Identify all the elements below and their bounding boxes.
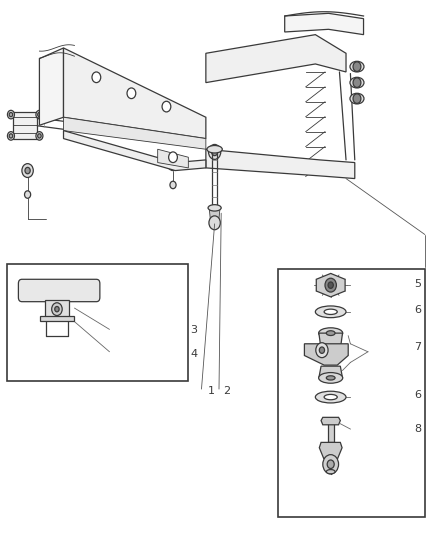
Bar [328, 418, 334, 442]
Circle shape [7, 132, 14, 140]
Polygon shape [64, 131, 206, 171]
Polygon shape [206, 149, 355, 179]
Ellipse shape [350, 61, 364, 72]
Polygon shape [209, 209, 220, 219]
Circle shape [208, 144, 221, 159]
Circle shape [353, 94, 361, 103]
Circle shape [170, 160, 176, 167]
Polygon shape [319, 333, 343, 349]
Text: 6: 6 [414, 305, 421, 315]
Polygon shape [304, 344, 348, 365]
Ellipse shape [315, 391, 346, 403]
Ellipse shape [350, 77, 364, 88]
Circle shape [7, 110, 14, 119]
Circle shape [170, 181, 176, 189]
Circle shape [25, 191, 31, 198]
Polygon shape [319, 366, 343, 378]
Ellipse shape [324, 394, 337, 400]
Polygon shape [316, 273, 345, 297]
Text: 6: 6 [414, 390, 421, 400]
Ellipse shape [207, 146, 222, 153]
Circle shape [328, 282, 333, 288]
Circle shape [55, 306, 59, 312]
Bar [45, 300, 69, 319]
Circle shape [316, 343, 328, 358]
Ellipse shape [350, 93, 364, 104]
Text: 7: 7 [414, 342, 421, 352]
Circle shape [38, 112, 41, 117]
Circle shape [319, 347, 325, 353]
Text: 8: 8 [414, 424, 421, 434]
Circle shape [212, 148, 218, 156]
Polygon shape [39, 48, 64, 125]
Ellipse shape [326, 330, 335, 336]
Circle shape [162, 101, 171, 112]
Bar [278, 269, 425, 517]
Text: 2: 2 [223, 386, 230, 397]
Polygon shape [319, 442, 342, 458]
Circle shape [22, 164, 33, 177]
Circle shape [52, 303, 62, 316]
Circle shape [9, 134, 13, 138]
Ellipse shape [208, 205, 221, 211]
FancyBboxPatch shape [18, 279, 100, 302]
Polygon shape [285, 13, 364, 35]
Polygon shape [64, 117, 206, 149]
Circle shape [167, 157, 179, 171]
Polygon shape [13, 112, 37, 139]
Polygon shape [64, 48, 206, 139]
Ellipse shape [326, 470, 335, 474]
Circle shape [36, 110, 43, 119]
Circle shape [325, 278, 336, 292]
Bar [7, 264, 188, 381]
Circle shape [92, 72, 101, 83]
Text: 1: 1 [46, 304, 53, 314]
Circle shape [209, 216, 220, 230]
Ellipse shape [315, 306, 346, 318]
Ellipse shape [326, 376, 335, 380]
Ellipse shape [318, 328, 343, 338]
Ellipse shape [318, 373, 343, 383]
Circle shape [353, 78, 361, 87]
Circle shape [127, 88, 136, 99]
Polygon shape [158, 149, 188, 168]
Text: 1: 1 [208, 386, 215, 397]
Circle shape [327, 460, 334, 469]
Text: 3: 3 [191, 325, 198, 335]
Circle shape [25, 167, 30, 174]
Circle shape [9, 112, 13, 117]
Text: 4: 4 [191, 349, 198, 359]
Ellipse shape [324, 309, 337, 314]
Polygon shape [321, 417, 340, 425]
Bar [40, 316, 74, 321]
Text: 5: 5 [414, 279, 421, 289]
Circle shape [353, 62, 361, 71]
Circle shape [36, 132, 43, 140]
Polygon shape [206, 35, 346, 83]
Circle shape [38, 134, 41, 138]
Circle shape [169, 152, 177, 163]
Circle shape [323, 455, 339, 474]
